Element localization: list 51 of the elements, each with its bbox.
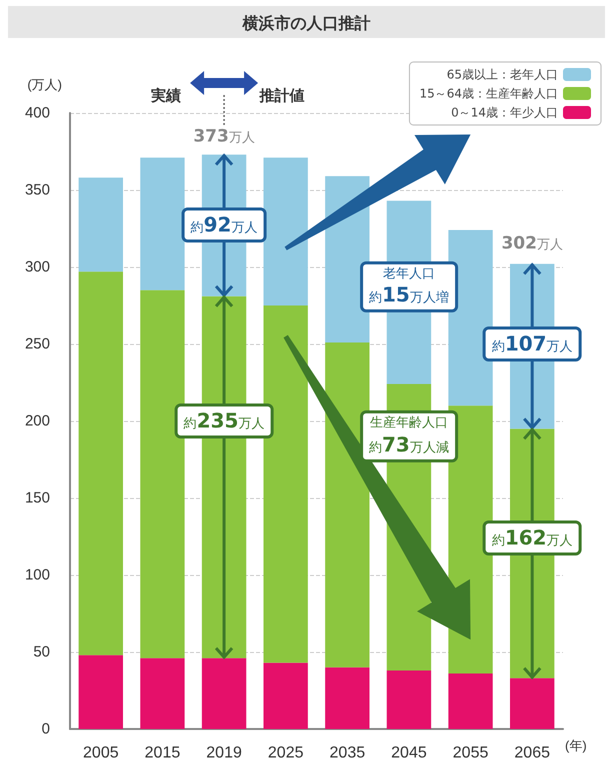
annotation: 302万人 — [500, 232, 564, 256]
y-axis-title: (万人) — [27, 77, 62, 92]
annotation: 約92万人 — [182, 208, 266, 243]
bar — [264, 306, 308, 663]
annotation: 約73万人減 — [369, 432, 449, 458]
x-tick-label: 2055 — [452, 744, 488, 762]
bar — [386, 670, 432, 729]
y-tick-label: 100 — [24, 566, 50, 584]
legend-label: 0～14歳：年少人口 — [451, 106, 558, 120]
bar — [78, 272, 123, 656]
x-tick-label: 2005 — [83, 744, 119, 762]
legend-label: 15～64歳：生産年齢人口 — [419, 86, 558, 100]
bar — [264, 158, 308, 306]
annotation: 約235万人 — [174, 404, 274, 438]
bar — [140, 658, 185, 729]
y-tick-label: 400 — [24, 104, 50, 122]
y-tick-label: 350 — [24, 182, 50, 198]
bar — [325, 667, 370, 729]
x-axis-title: (年) — [565, 738, 587, 753]
legend-label: 65歳以上：老年人口 — [446, 68, 558, 82]
bar — [78, 178, 123, 272]
y-tick-label: 300 — [24, 258, 50, 276]
callout-box: 生産年齢人口 約73万人減 — [360, 410, 458, 462]
x-tick-label: 2015 — [144, 744, 180, 762]
y-tick-label: 200 — [24, 412, 50, 430]
bar — [510, 678, 554, 729]
x-tick-label: 2019 — [206, 744, 242, 762]
y-tick-label: 0 — [42, 720, 50, 738]
bar — [202, 658, 246, 729]
x-tick-label: 2025 — [268, 744, 304, 762]
y-tick-label: 150 — [24, 490, 50, 506]
chart-title: 横浜市の人口推計 — [242, 14, 370, 32]
bar — [140, 290, 185, 658]
y-tick-label: 50 — [33, 644, 50, 660]
annotation: 373万人 — [192, 124, 256, 148]
bar — [264, 662, 308, 729]
annotation: 老年人口 — [382, 266, 436, 283]
bar — [78, 655, 123, 729]
bar — [140, 158, 185, 290]
y-tick-label: 250 — [24, 336, 50, 352]
annotation: 約15万人増 — [369, 282, 449, 308]
text: 実績 — [150, 85, 182, 106]
x-tick-label: 2065 — [514, 744, 550, 762]
x-tick-label: 2045 — [391, 744, 427, 762]
annotation: 生産年齢人口 — [369, 416, 449, 432]
callout-box: 老年人口 約15万人増 — [360, 261, 458, 313]
text: 推計値 — [258, 85, 306, 106]
x-tick-label: 2035 — [330, 744, 366, 762]
bar — [448, 674, 493, 729]
annotation: 約107万人 — [482, 326, 582, 362]
annotation: 約162万人 — [482, 520, 582, 556]
